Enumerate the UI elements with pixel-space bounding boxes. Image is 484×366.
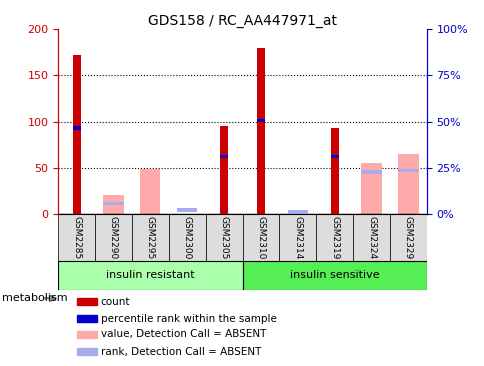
Bar (330, 128, 338, 214)
Text: GSM2300: GSM2300 (182, 216, 191, 259)
Text: metabolism: metabolism (2, 293, 68, 303)
Text: value, Detection Call = ABSENT: value, Detection Call = ABSENT (100, 329, 265, 340)
Bar (257, 48, 264, 214)
Bar (397, 169, 418, 172)
Bar (140, 169, 160, 214)
Bar (287, 210, 307, 214)
FancyBboxPatch shape (132, 214, 168, 261)
Bar (361, 171, 381, 174)
Bar (73, 55, 80, 214)
FancyBboxPatch shape (242, 214, 279, 261)
Bar (76, 348, 97, 355)
FancyBboxPatch shape (316, 214, 352, 261)
FancyBboxPatch shape (352, 214, 389, 261)
Text: GSM2290: GSM2290 (109, 216, 118, 259)
Text: GSM2319: GSM2319 (330, 216, 338, 259)
Text: insulin resistant: insulin resistant (106, 270, 194, 280)
Text: GSM2295: GSM2295 (146, 216, 154, 259)
Text: percentile rank within the sample: percentile rank within the sample (100, 314, 276, 324)
Bar (73, 126, 80, 130)
Text: GSM2310: GSM2310 (256, 216, 265, 259)
Bar (103, 202, 123, 205)
Bar (220, 126, 227, 214)
Text: GSM2329: GSM2329 (403, 216, 412, 259)
FancyBboxPatch shape (58, 214, 95, 261)
Bar (103, 195, 123, 214)
FancyBboxPatch shape (168, 214, 205, 261)
Bar (257, 119, 264, 123)
FancyBboxPatch shape (242, 261, 426, 290)
Bar (76, 331, 97, 338)
Text: GSM2314: GSM2314 (293, 216, 302, 259)
FancyBboxPatch shape (389, 214, 426, 261)
Bar (220, 155, 227, 158)
FancyBboxPatch shape (205, 214, 242, 261)
Text: rank, Detection Call = ABSENT: rank, Detection Call = ABSENT (100, 347, 260, 357)
Bar (361, 163, 381, 214)
FancyBboxPatch shape (95, 214, 132, 261)
Title: GDS158 / RC_AA447971_at: GDS158 / RC_AA447971_at (148, 14, 336, 28)
Bar (330, 155, 338, 158)
Text: GSM2324: GSM2324 (366, 216, 375, 259)
Bar (177, 208, 197, 212)
Bar (76, 315, 97, 322)
Text: GSM2285: GSM2285 (72, 216, 81, 259)
FancyBboxPatch shape (58, 261, 242, 290)
Bar (397, 154, 418, 214)
FancyBboxPatch shape (279, 214, 316, 261)
Text: insulin sensitive: insulin sensitive (289, 270, 378, 280)
Text: GSM2305: GSM2305 (219, 216, 228, 259)
Bar (76, 299, 97, 305)
Text: count: count (100, 297, 130, 307)
